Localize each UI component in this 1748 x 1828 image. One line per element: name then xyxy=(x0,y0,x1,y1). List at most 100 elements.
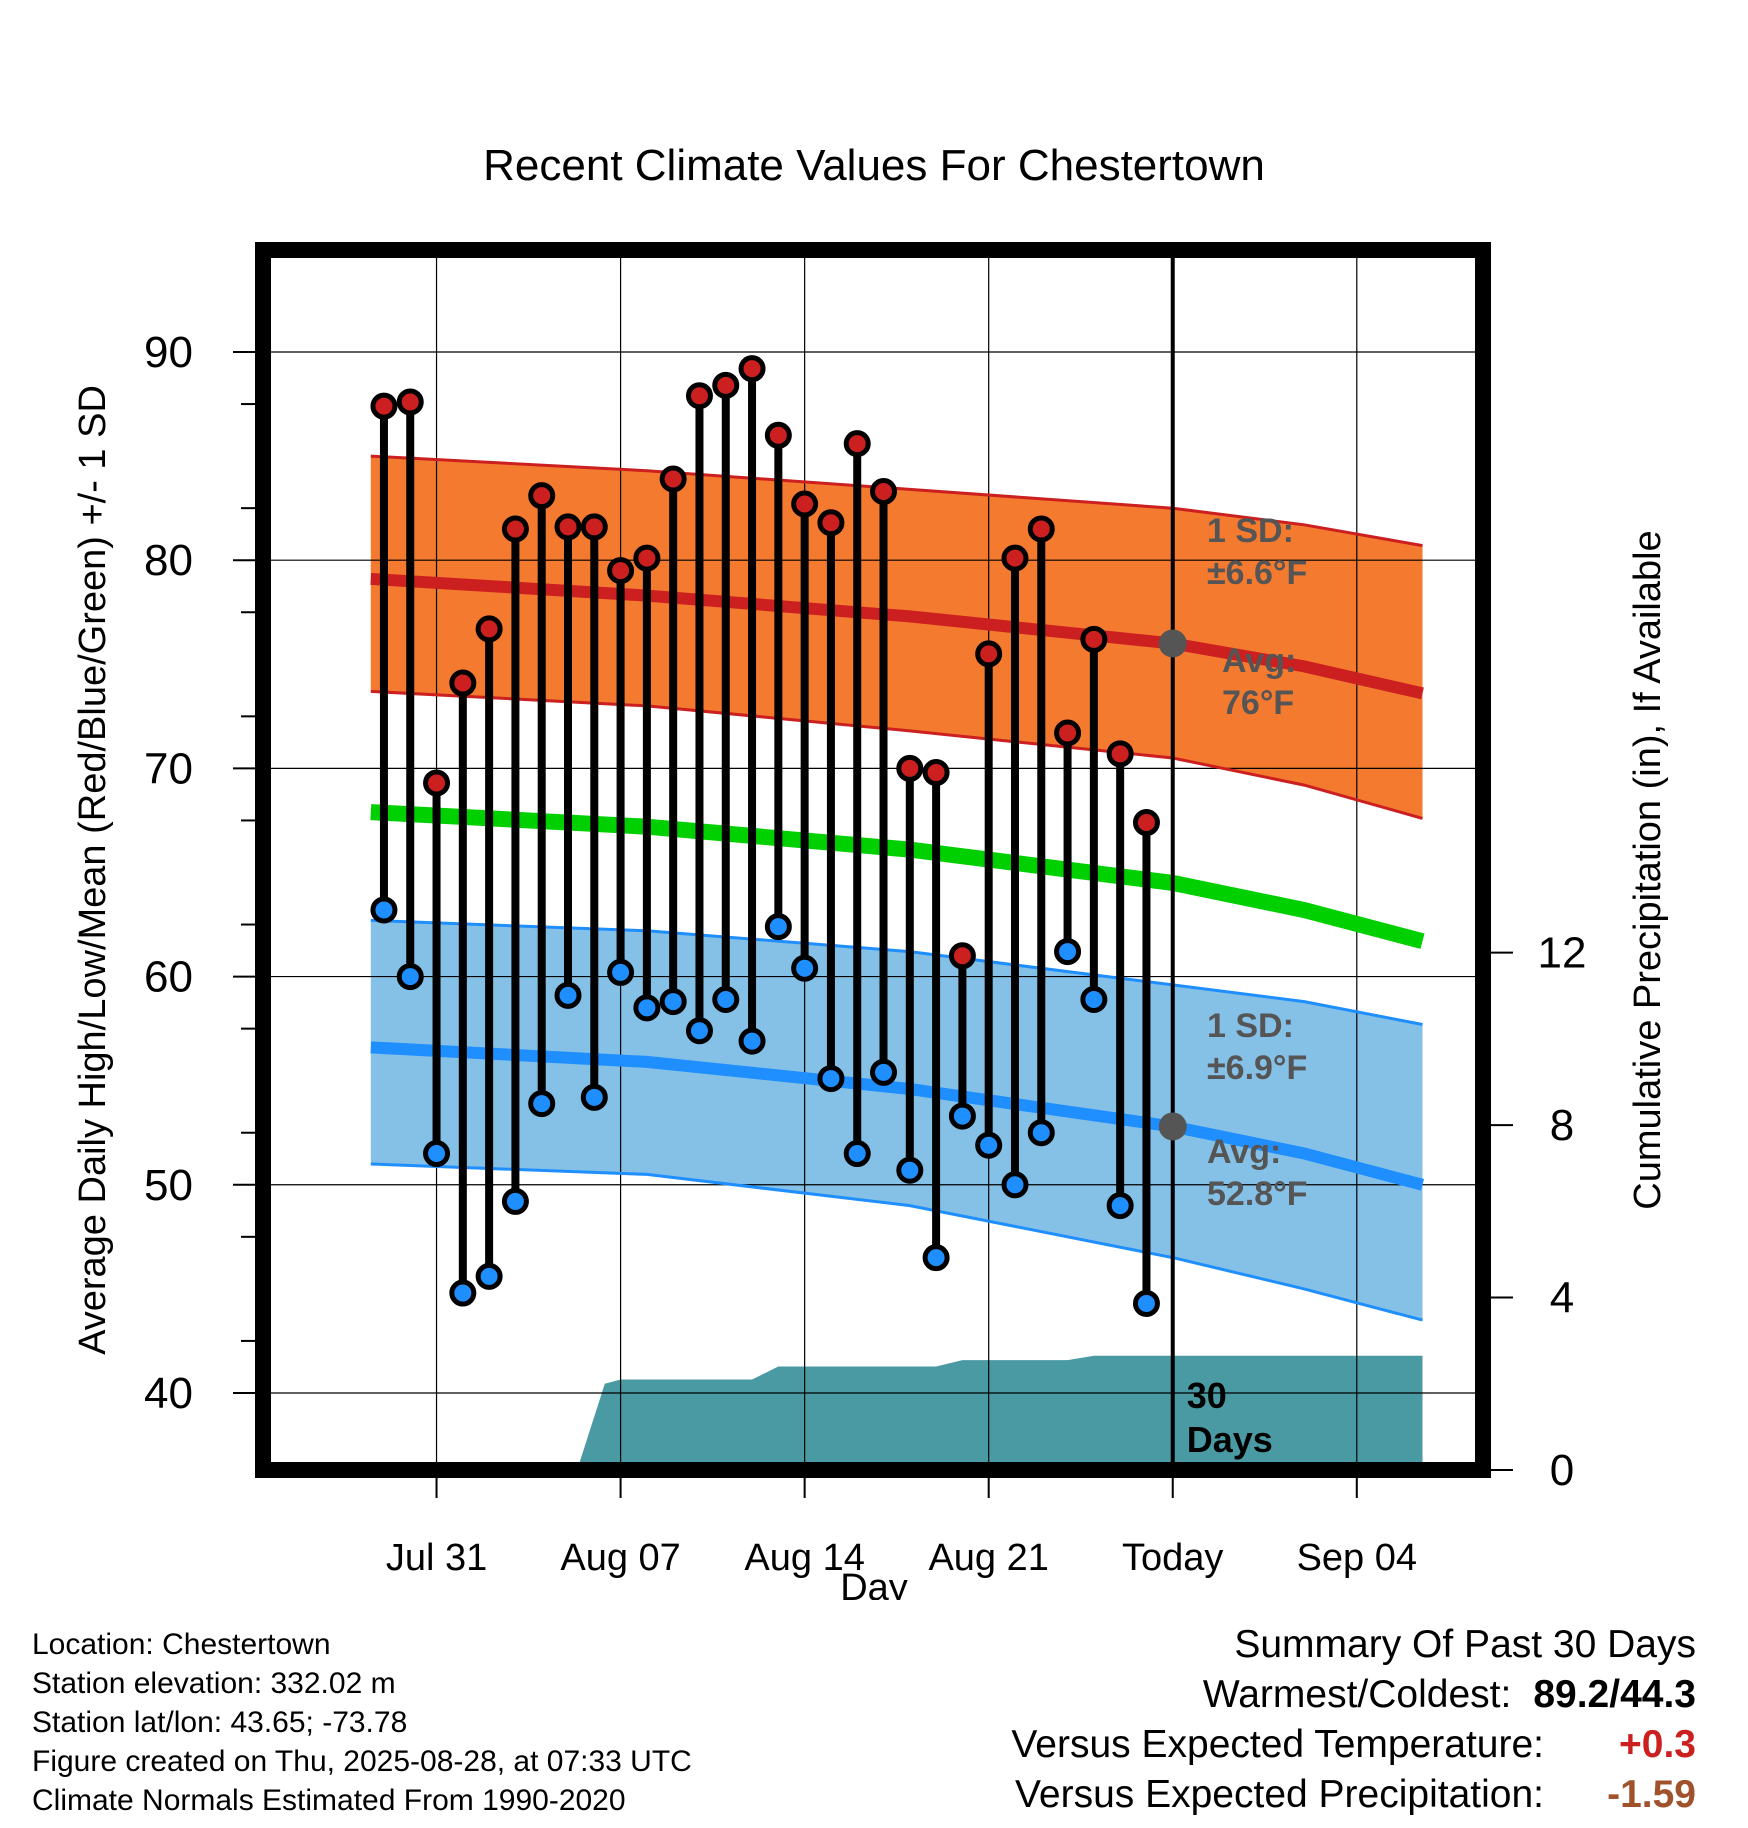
x-tick-label: Jul 31 xyxy=(386,1537,487,1579)
elevation-text: Station elevation: 332.02 m xyxy=(32,1667,396,1700)
daily-low-point xyxy=(423,1140,451,1168)
today-days-word: Days xyxy=(1187,1419,1273,1460)
warm-cold-value: 89.2/44.3 xyxy=(1533,1673,1696,1716)
daily-high-point xyxy=(738,355,766,383)
daily-high-point xyxy=(1027,515,1055,543)
daily-high-point xyxy=(554,513,582,541)
daily-high-point xyxy=(870,478,898,506)
y2-tick-label: 12 xyxy=(1538,929,1587,978)
precip-area xyxy=(578,1355,1423,1470)
high-avg-label: Avg: xyxy=(1222,642,1296,680)
x-axis-label: Day xyxy=(840,1567,908,1600)
y2-axis-label: Cumulative Precipitation (in), If Availa… xyxy=(1627,530,1669,1209)
precip-label: Versus Expected Precipitation: xyxy=(1015,1773,1544,1816)
daily-high-point xyxy=(449,669,477,697)
daily-low-point xyxy=(1001,1171,1029,1199)
daily-low-point xyxy=(1132,1289,1160,1317)
daily-high-point xyxy=(1106,740,1134,768)
daily-high-point xyxy=(948,942,976,970)
y-tick-label: 70 xyxy=(144,744,193,793)
daily-high-point xyxy=(1054,719,1082,747)
latlon-text: Station lat/lon: 43.65; -73.78 xyxy=(32,1706,408,1739)
daily-low-point xyxy=(948,1102,976,1130)
daily-high-point xyxy=(659,465,687,493)
daily-low-point xyxy=(501,1187,529,1215)
daily-low-point xyxy=(764,913,792,941)
daily-low-point xyxy=(633,994,661,1022)
daily-high-point xyxy=(423,769,451,797)
location-text: Location: Chestertown xyxy=(32,1628,331,1661)
high-sd-label: 1 SD: xyxy=(1207,512,1294,550)
daily-high-point xyxy=(1001,544,1029,572)
daily-high-point xyxy=(975,640,1003,668)
summary-warm-cold: Warmest/Coldest: 89.2/44.3 xyxy=(1011,1670,1696,1720)
daily-low-point xyxy=(922,1244,950,1272)
y-tick-label: 40 xyxy=(144,1369,193,1418)
daily-high-point xyxy=(922,759,950,787)
precip-value: -1.59 xyxy=(1607,1773,1696,1816)
daily-high-point xyxy=(528,482,556,510)
y-tick-label: 80 xyxy=(144,536,193,585)
daily-low-point xyxy=(817,1065,845,1093)
station-info: Location: Chestertown Station elevation:… xyxy=(32,1625,692,1820)
daily-high-point xyxy=(580,513,608,541)
daily-high-point xyxy=(370,392,398,420)
summary-title: Summary Of Past 30 Days xyxy=(1234,1623,1696,1666)
y2-tick-label: 0 xyxy=(1550,1446,1574,1495)
daily-low-point xyxy=(975,1131,1003,1159)
daily-high-point xyxy=(764,421,792,449)
daily-low-point xyxy=(896,1156,924,1184)
daily-low-point xyxy=(528,1090,556,1118)
daily-low-point xyxy=(1027,1119,1055,1147)
chart-title: Recent Climate Values For Chestertown xyxy=(483,141,1265,190)
daily-low-point xyxy=(1080,985,1108,1013)
y-tick-label: 50 xyxy=(144,1161,193,1210)
daily-low-point xyxy=(607,958,635,986)
high-sd-value: ±6.6°F xyxy=(1207,554,1307,592)
created-text: Figure created on Thu, 2025-08-28, at 07… xyxy=(32,1745,692,1778)
y2-tick-label: 4 xyxy=(1550,1274,1574,1323)
daily-high-point xyxy=(843,430,871,458)
temp-value: +0.3 xyxy=(1619,1723,1696,1766)
summary-panel: Summary Of Past 30 Days Warmest/Coldest:… xyxy=(1011,1620,1696,1820)
daily-low-point xyxy=(843,1140,871,1168)
daily-high-point xyxy=(607,557,635,585)
daily-low-point xyxy=(791,954,819,982)
today-high-avg-marker xyxy=(1158,629,1187,658)
daily-low-point xyxy=(580,1083,608,1111)
daily-low-point xyxy=(870,1058,898,1086)
y-tick-label: 90 xyxy=(144,328,193,377)
daily-high-point xyxy=(633,544,661,572)
y2-tick-label: 8 xyxy=(1550,1101,1574,1150)
temp-label: Versus Expected Temperature: xyxy=(1011,1723,1544,1766)
daily-low-point xyxy=(396,963,424,991)
low-sd-band xyxy=(370,920,1423,1321)
daily-high-point xyxy=(1080,625,1108,653)
daily-high-point xyxy=(896,754,924,782)
daily-high-point xyxy=(501,515,529,543)
x-tick-label: Sep 04 xyxy=(1297,1537,1417,1579)
daily-low-point xyxy=(449,1279,477,1307)
daily-high-point xyxy=(1132,809,1160,837)
daily-low-point xyxy=(738,1027,766,1055)
y-tick-label: 60 xyxy=(144,953,193,1002)
normals-text: Climate Normals Estimated From 1990-2020 xyxy=(32,1784,626,1817)
daily-high-point xyxy=(791,490,819,518)
daily-low-point xyxy=(685,1017,713,1045)
daily-low-point xyxy=(370,896,398,924)
daily-low-point xyxy=(475,1262,503,1290)
daily-high-point xyxy=(685,382,713,410)
low-avg-label: Avg: xyxy=(1207,1133,1281,1171)
low-sd-label: 1 SD: xyxy=(1207,1007,1294,1045)
summary-temp: Versus Expected Temperature: +0.3 xyxy=(1011,1720,1696,1770)
summary-precip: Versus Expected Precipitation: -1.59 xyxy=(1011,1770,1696,1820)
daily-high-point xyxy=(817,509,845,537)
x-tick-label: Aug 07 xyxy=(560,1537,680,1579)
low-lower-line xyxy=(370,1162,1423,1322)
low-avg-value: 52.8°F xyxy=(1207,1175,1308,1213)
x-tick-label: Aug 14 xyxy=(744,1537,864,1579)
x-tick-label: Aug 21 xyxy=(928,1537,1048,1579)
today-days-count: 30 xyxy=(1187,1375,1227,1416)
daily-low-point xyxy=(712,985,740,1013)
y-axis-label: Average Daily High/Low/Mean (Red/Blue/Gr… xyxy=(72,385,114,1355)
